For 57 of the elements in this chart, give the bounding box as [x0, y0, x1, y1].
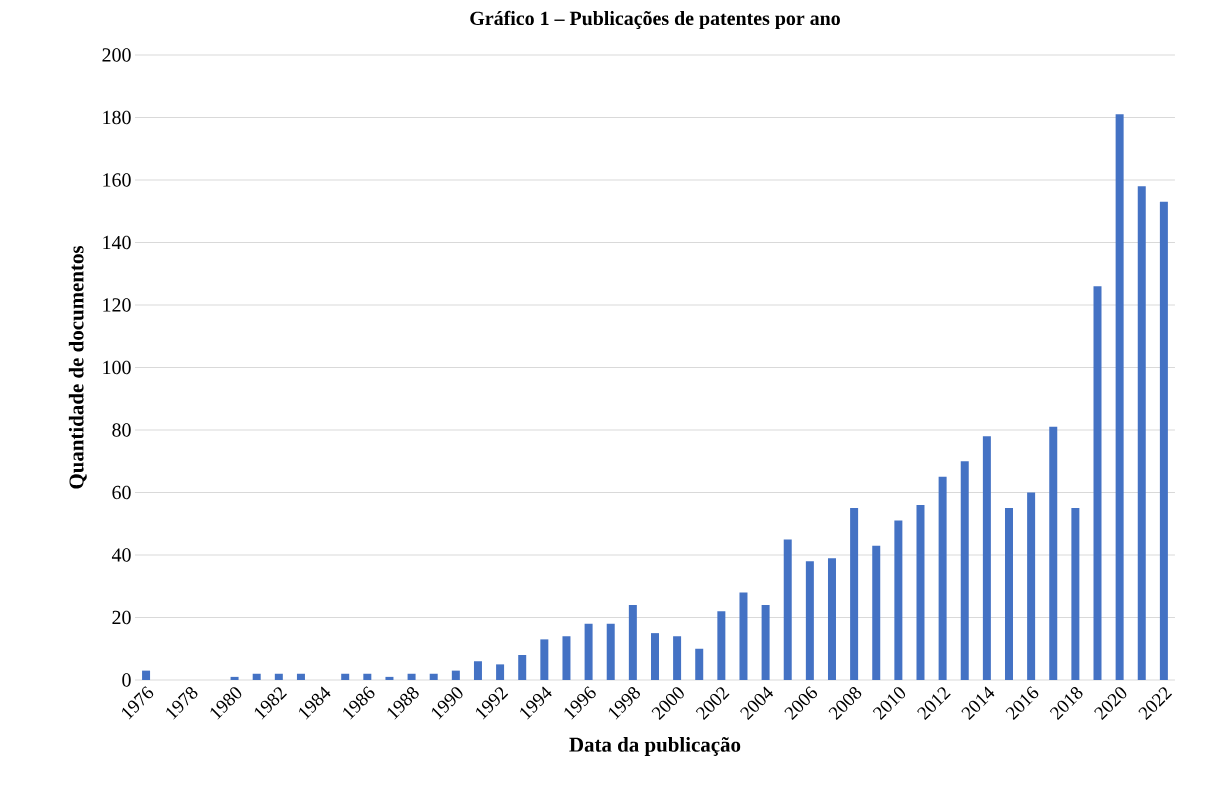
bar — [1115, 114, 1124, 680]
bar — [982, 436, 991, 680]
bar — [252, 673, 261, 680]
y-tick-label: 0 — [122, 673, 131, 687]
bar — [938, 476, 947, 680]
y-tick-label: 140 — [103, 235, 131, 250]
chart-title: Gráfico 1 – Publicações de patentes por ano — [470, 10, 840, 30]
bar — [805, 561, 814, 680]
bar — [894, 520, 903, 680]
bar — [783, 539, 792, 680]
bar — [363, 673, 372, 680]
bar — [407, 673, 416, 680]
bar — [142, 670, 151, 680]
bar — [1137, 186, 1146, 680]
bar — [1027, 492, 1036, 680]
bar — [429, 673, 438, 680]
bar — [1049, 426, 1058, 680]
bar — [562, 636, 571, 680]
bar — [850, 508, 859, 680]
bar — [827, 558, 836, 680]
bar — [296, 673, 305, 680]
bar — [673, 636, 682, 680]
bar — [916, 505, 925, 680]
bar — [1005, 508, 1013, 680]
y-tick-label: 40 — [111, 548, 131, 562]
bar — [451, 670, 460, 680]
bar — [1093, 286, 1102, 680]
bar — [540, 639, 549, 680]
bar — [230, 676, 239, 680]
y-tick-label: 180 — [103, 110, 131, 125]
bar — [584, 623, 593, 680]
bar — [717, 611, 726, 680]
bar — [761, 605, 770, 680]
y-tick-label: 60 — [112, 485, 131, 500]
y-tick-label: 20 — [112, 610, 131, 625]
bar — [628, 605, 637, 680]
bar — [695, 648, 704, 680]
bar — [739, 592, 748, 680]
y-axis-title: Quantidade de documentos — [68, 245, 87, 489]
x-axis-title: Data da publicação — [569, 737, 741, 757]
y-tick-label: 200 — [102, 48, 131, 62]
bar — [606, 623, 615, 680]
bar — [960, 461, 969, 680]
bar — [1159, 201, 1168, 680]
y-tick-label: 80 — [112, 423, 131, 437]
y-tick-label: 120 — [103, 298, 131, 312]
y-tick-label: 160 — [103, 173, 131, 187]
bar — [650, 633, 659, 680]
bar — [872, 545, 881, 680]
bar — [473, 661, 482, 680]
y-tick-label: 100 — [103, 360, 131, 375]
bar — [274, 673, 283, 680]
bar — [496, 664, 505, 680]
bar — [341, 673, 350, 680]
bar — [518, 655, 527, 680]
bar — [1071, 508, 1080, 680]
bar — [385, 676, 394, 680]
